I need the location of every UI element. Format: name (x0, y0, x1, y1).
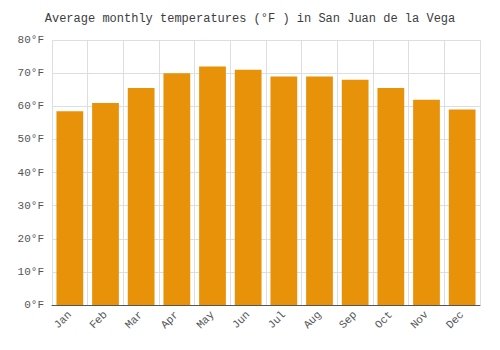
svg-text:Jun: Jun (230, 309, 252, 331)
svg-text:50°F: 50°F (18, 133, 44, 145)
svg-text:30°F: 30°F (18, 200, 44, 212)
svg-text:40°F: 40°F (18, 167, 44, 179)
svg-text:Jul: Jul (266, 309, 288, 331)
svg-text:60°F: 60°F (18, 100, 44, 112)
svg-text:80°F: 80°F (18, 34, 44, 46)
svg-text:0°F: 0°F (24, 299, 44, 311)
svg-text:70°F: 70°F (18, 67, 44, 79)
svg-text:Nov: Nov (408, 308, 431, 331)
svg-text:Jan: Jan (52, 309, 74, 331)
svg-text:20°F: 20°F (18, 233, 44, 245)
svg-text:Sep: Sep (337, 309, 359, 331)
svg-text:Aug: Aug (301, 309, 323, 331)
svg-text:Oct: Oct (373, 309, 395, 331)
svg-text:Dec: Dec (444, 309, 466, 331)
svg-text:Apr: Apr (159, 309, 181, 331)
svg-text:Average monthly temperatures (: Average monthly temperatures (°F ) in Sa… (45, 12, 455, 26)
svg-text:Mar: Mar (123, 309, 145, 331)
svg-text:May: May (194, 308, 217, 331)
svg-text:Feb: Feb (87, 309, 109, 331)
svg-text:10°F: 10°F (18, 266, 44, 278)
